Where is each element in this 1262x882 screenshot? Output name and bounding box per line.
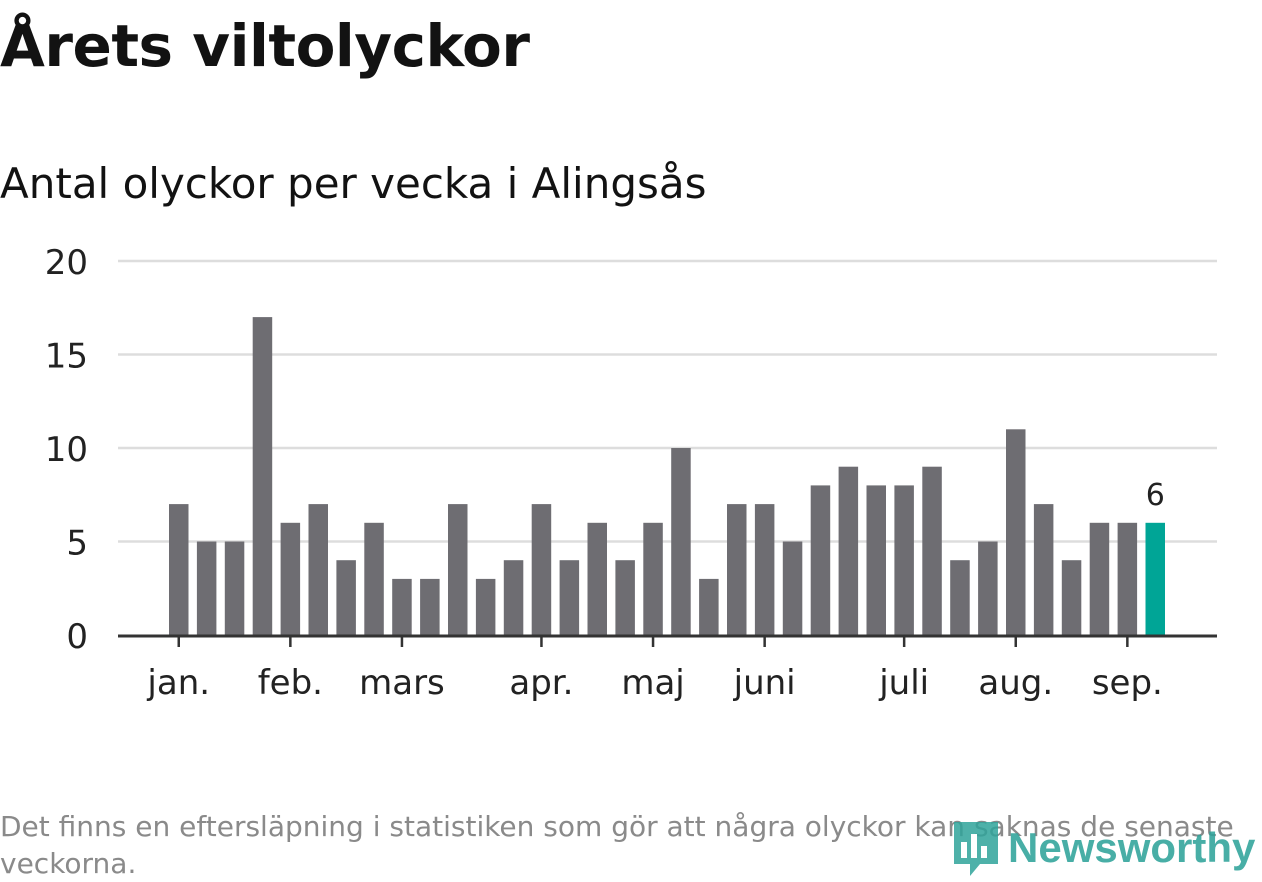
bar [615,560,635,635]
y-tick-label: 15 [45,337,88,377]
bar [782,541,803,635]
x-tick-label: aug. [978,663,1053,703]
bar [1061,560,1082,635]
bar [810,485,831,635]
bar [336,560,356,635]
bar [503,560,524,635]
x-tick-label: feb. [258,663,323,703]
bar [838,466,859,635]
chart-subtitle: Antal olyckor per vecka i Alingsås [0,159,707,208]
y-tick-label: 0 [66,617,88,657]
bar [950,560,970,635]
bar [1006,429,1026,635]
bar [169,504,189,635]
x-tick-label: juli [878,663,929,703]
bar [866,485,886,635]
y-tick-label: 20 [45,243,88,283]
bar [252,317,273,635]
bar [420,578,440,635]
x-tick-label: mars [359,663,445,703]
highlight-data-label: 6 [1146,478,1165,513]
newsworthy-logo-icon [954,822,998,876]
x-tick-label: juni [733,663,796,703]
y-tick-label: 10 [45,430,88,470]
bar-chart: 0 5 10 15 20 6 jan. feb. mars apr. maj juni juli aug.… [45,243,1217,703]
y-tick-label: 5 [66,524,88,564]
x-tick-label: jan. [146,663,210,703]
bar [1117,522,1138,635]
bar [699,578,719,635]
bar [754,504,775,635]
bar [531,504,552,635]
bar [559,560,580,635]
x-tick-label: sep. [1092,663,1163,703]
bar [475,578,496,635]
bar [727,504,747,635]
highlight-bar [1145,522,1165,635]
bar [894,485,914,635]
bar [308,504,328,635]
bar [671,448,691,635]
bar [978,541,998,635]
newsworthy-logo: Newsworthy [950,818,1255,878]
x-tick-label: apr. [509,663,573,703]
bar [922,466,942,635]
bar [1033,504,1054,635]
logo-text: Newsworthy [1008,824,1256,871]
bar [224,541,245,635]
x-tick-label: maj [621,663,684,703]
bar [280,522,301,635]
footnote: Det finns en eftersläpning i statistiken… [0,810,1234,880]
bar [643,522,663,635]
bar [196,541,217,635]
bar [392,578,412,635]
bar [1089,522,1110,635]
bar [364,522,384,635]
bar [587,522,607,635]
page-title: Årets viltolyckor [0,12,530,80]
bar [448,504,468,635]
